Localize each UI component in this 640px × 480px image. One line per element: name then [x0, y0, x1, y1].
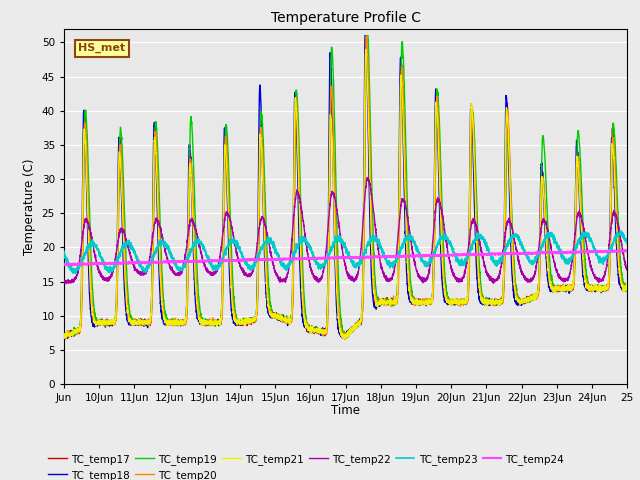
- Text: HS_met: HS_met: [78, 43, 125, 53]
- TC_temp18: [493, 297, 500, 303]
- TC_temp19: [425, 300, 433, 306]
- TC_temp18: [425, 302, 433, 308]
- TC_temp20: [425, 299, 433, 304]
- Line: TC_temp23: TC_temp23: [64, 231, 627, 273]
- TC_temp19: [436, 131, 444, 137]
- TC_temp20: [502, 223, 509, 228]
- Line: TC_temp19: TC_temp19: [64, 36, 627, 339]
- TC_temp17: [157, 292, 165, 298]
- TC_temp18: [502, 136, 509, 142]
- TC_temp19: [502, 227, 509, 232]
- TC_temp19: [61, 336, 69, 342]
- Line: TC_temp20: TC_temp20: [64, 36, 627, 339]
- TC_temp23: [72, 270, 79, 276]
- TC_temp18: [341, 336, 349, 342]
- TC_temp19: [623, 287, 631, 293]
- Legend: TC_temp17, TC_temp18, TC_temp19, TC_temp20, TC_temp21, TC_temp22, TC_temp23, TC_: TC_temp17, TC_temp18, TC_temp19, TC_temp…: [44, 450, 568, 480]
- TC_temp24: [424, 252, 432, 258]
- Y-axis label: Temperature (C): Temperature (C): [23, 158, 36, 255]
- TC_temp24: [436, 252, 444, 258]
- TC_temp22: [493, 276, 500, 282]
- TC_temp21: [502, 165, 509, 170]
- TC_temp21: [60, 334, 68, 340]
- TC_temp18: [477, 298, 484, 303]
- TC_temp21: [477, 294, 484, 300]
- TC_temp20: [623, 283, 631, 289]
- TC_temp19: [362, 33, 370, 38]
- TC_temp18: [157, 306, 165, 312]
- TC_temp21: [623, 285, 631, 291]
- TC_temp18: [436, 219, 444, 225]
- TC_temp17: [362, 33, 370, 38]
- TC_temp23: [501, 248, 509, 253]
- TC_temp17: [436, 181, 444, 187]
- TC_temp24: [501, 251, 509, 257]
- TC_temp18: [623, 286, 631, 291]
- TC_temp23: [477, 232, 484, 238]
- Title: Temperature Profile C: Temperature Profile C: [271, 11, 420, 25]
- TC_temp23: [623, 240, 631, 245]
- TC_temp22: [502, 232, 509, 238]
- Line: TC_temp24: TC_temp24: [64, 250, 627, 265]
- TC_temp24: [60, 262, 68, 267]
- Line: TC_temp18: TC_temp18: [64, 36, 627, 339]
- TC_temp19: [477, 280, 484, 286]
- TC_temp22: [60, 278, 68, 284]
- TC_temp23: [424, 260, 432, 265]
- TC_temp17: [493, 297, 500, 303]
- TC_temp24: [477, 252, 484, 257]
- TC_temp18: [60, 332, 68, 338]
- TC_temp17: [502, 190, 509, 195]
- TC_temp17: [623, 284, 631, 290]
- TC_temp20: [362, 33, 370, 38]
- TC_temp24: [621, 247, 628, 253]
- TC_temp19: [157, 250, 165, 255]
- TC_temp21: [362, 47, 370, 52]
- TC_temp18: [361, 33, 369, 38]
- TC_temp24: [493, 251, 500, 257]
- TC_temp24: [157, 259, 165, 264]
- TC_temp22: [425, 273, 433, 278]
- TC_temp19: [493, 301, 500, 307]
- Line: TC_temp21: TC_temp21: [64, 49, 627, 340]
- TC_temp20: [157, 270, 165, 276]
- TC_temp23: [436, 241, 444, 247]
- TC_temp23: [618, 228, 625, 234]
- TC_temp22: [477, 245, 484, 251]
- TC_temp17: [477, 295, 484, 301]
- Line: TC_temp22: TC_temp22: [64, 178, 627, 285]
- TC_temp21: [157, 287, 165, 292]
- TC_temp22: [436, 198, 444, 204]
- Line: TC_temp17: TC_temp17: [64, 36, 627, 340]
- TC_temp23: [157, 238, 165, 243]
- TC_temp17: [60, 333, 68, 339]
- TC_temp22: [364, 175, 372, 180]
- TC_temp21: [436, 191, 444, 196]
- TC_temp24: [67, 262, 75, 268]
- TC_temp22: [157, 227, 165, 233]
- TC_temp20: [436, 159, 444, 165]
- TC_temp20: [341, 336, 349, 342]
- TC_temp21: [493, 300, 500, 306]
- TC_temp20: [493, 303, 500, 309]
- TC_temp21: [425, 300, 433, 305]
- TC_temp21: [340, 337, 348, 343]
- TC_temp23: [493, 260, 500, 265]
- X-axis label: Time: Time: [331, 405, 360, 418]
- TC_temp24: [623, 248, 631, 254]
- TC_temp19: [60, 331, 68, 336]
- TC_temp22: [62, 282, 70, 288]
- TC_temp22: [623, 266, 631, 272]
- TC_temp17: [65, 337, 73, 343]
- TC_temp17: [425, 299, 433, 305]
- TC_temp20: [477, 289, 484, 295]
- TC_temp20: [60, 332, 68, 338]
- TC_temp23: [60, 248, 68, 254]
